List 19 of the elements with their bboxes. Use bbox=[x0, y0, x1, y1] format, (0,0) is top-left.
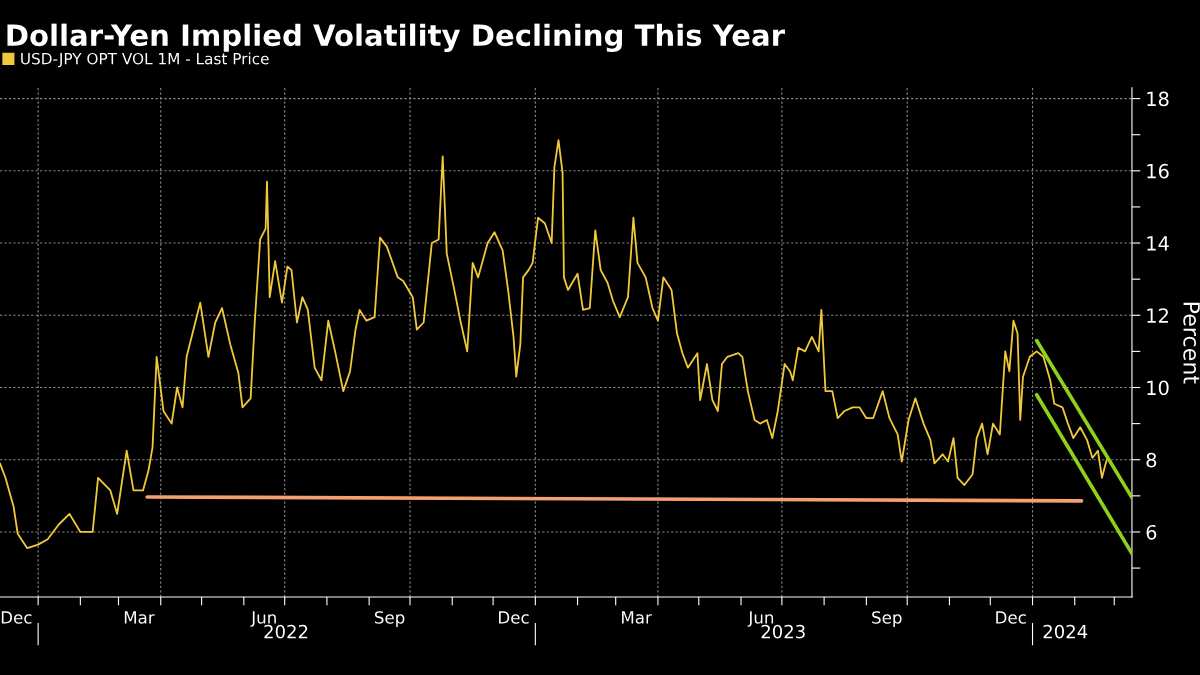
y-tick-label: 8 bbox=[1146, 452, 1157, 468]
y-tick-label: 18 bbox=[1147, 91, 1169, 107]
y-tick-label: 16 bbox=[1147, 163, 1169, 179]
x-tick-label: Mar bbox=[124, 611, 155, 624]
y-tick-label: 12 bbox=[1147, 308, 1168, 323]
x-tick-label: Sep bbox=[374, 611, 405, 627]
x-tick-label: Dec bbox=[996, 611, 1026, 624]
x-tick-label: Sep bbox=[872, 611, 902, 627]
x-tick-label: Mar bbox=[622, 611, 652, 624]
y-tick-label: 6 bbox=[1146, 524, 1157, 540]
x-tick-label: Dec bbox=[1, 611, 32, 624]
line-series bbox=[0, 139, 1109, 550]
x-tick-label: Dec bbox=[499, 611, 529, 624]
y-axis-title: Percent bbox=[1183, 302, 1200, 384]
x2-tick-label: 2024 bbox=[1043, 624, 1088, 639]
chart-title: Dollar-Yen Implied Volatility Declining This Year bbox=[7, 23, 785, 53]
legend-label: USD-JPY OPT VOL 1M - Last Price bbox=[21, 52, 269, 68]
y-tick-label: 14 bbox=[1147, 236, 1169, 251]
y-tick-label: 10 bbox=[1147, 380, 1169, 396]
